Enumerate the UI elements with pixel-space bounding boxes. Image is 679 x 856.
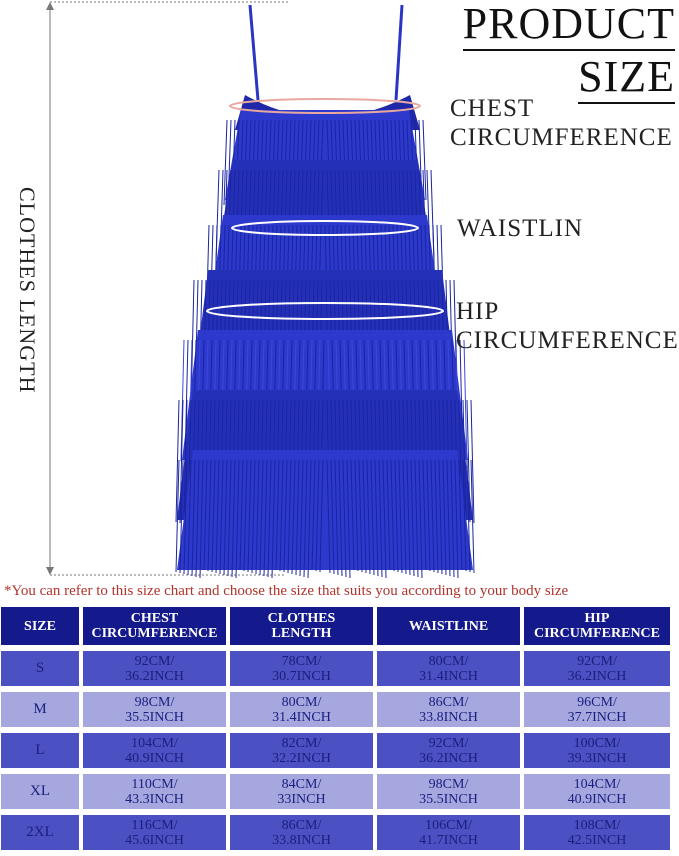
measure-value: 33.8INCH <box>272 832 331 848</box>
measure-value: 98CM/ <box>134 694 175 710</box>
measure-value: 36.2INCH <box>125 668 184 684</box>
measure-value: 31.4INCH <box>419 668 478 684</box>
measure-cell: 92CM/36.2INCH <box>524 651 670 686</box>
table-row: XL 110CM/43.3INCH 84CM/33INCH 98CM/35.5INCH… <box>1 774 670 809</box>
size-cell: XL <box>1 774 79 809</box>
measure-value: 43.3INCH <box>125 791 184 807</box>
measure-value: 36.2INCH <box>419 750 478 766</box>
measure-value: 104CM/ <box>131 735 178 751</box>
measure-cell: 116CM/45.6INCH <box>83 815 226 850</box>
table-row: L 104CM/40.9INCH 82CM/32.2INCH 92CM/36.2INC… <box>1 733 670 768</box>
measure-value: 110CM/ <box>131 776 178 792</box>
measure-value: 106CM/ <box>425 817 472 833</box>
table-header-row: SIZE CHEST CIRCUMFERENCE CLOTHES LENGTH WA… <box>1 607 670 645</box>
title-size: SIZE <box>578 55 675 104</box>
measure-cell: 78CM/30.7INCH <box>230 651 373 686</box>
measure-cell: 98CM/35.5INCH <box>377 774 520 809</box>
measure-value: 42.5INCH <box>567 832 627 848</box>
measure-value: 98CM/ <box>428 776 469 792</box>
measure-value: 37.7INCH <box>567 709 627 725</box>
measure-value: 35.5INCH <box>419 791 478 807</box>
hip-label: HIP CIRCUMFERENCE <box>456 298 679 354</box>
fringe-layers <box>175 110 475 579</box>
measure-value: 100CM/ <box>573 735 621 751</box>
fringe-layer <box>177 450 473 570</box>
measure-value: 92CM/ <box>134 653 175 669</box>
table-row: 2XL 116CM/45.6INCH 86CM/33.8INCH 106CM/41.7… <box>1 815 670 850</box>
measure-cell: 84CM/33INCH <box>230 774 373 809</box>
clothes-length-label: CLOTHES LENGTH <box>15 186 40 394</box>
measure-value: 82CM/ <box>281 735 322 751</box>
measure-value: 36.2INCH <box>567 668 627 684</box>
measure-value: 41.7INCH <box>419 832 478 848</box>
header-hip: HIP CIRCUMFERENCE <box>524 607 670 645</box>
measure-value: 80CM/ <box>281 694 322 710</box>
measure-cell: 96CM/37.7INCH <box>524 692 670 727</box>
fringe-dress-image <box>46 1 475 579</box>
measure-cell: 100CM/39.3INCH <box>524 733 670 768</box>
size-note: *You can refer to this size chart and ch… <box>4 583 569 599</box>
size-cell: M <box>1 692 79 727</box>
header-size: SIZE <box>1 607 79 645</box>
measure-value: 80CM/ <box>428 653 469 669</box>
measure-value: 33INCH <box>277 791 326 807</box>
measure-value: 104CM/ <box>573 776 621 792</box>
measure-value: 84CM/ <box>281 776 322 792</box>
measure-cell: 80CM/31.4INCH <box>377 651 520 686</box>
size-table: SIZE CHEST CIRCUMFERENCE CLOTHES LENGTH WA… <box>0 601 674 856</box>
measure-value: 96CM/ <box>577 694 617 710</box>
size-cell: L <box>1 733 79 768</box>
measure-value: 33.8INCH <box>419 709 478 725</box>
clothes-length-arrow <box>49 1 290 576</box>
measure-value: 92CM/ <box>577 653 617 669</box>
header-chest: CHEST CIRCUMFERENCE <box>83 607 226 645</box>
header-waist: WAISTLINE <box>377 607 520 645</box>
measure-value: 92CM/ <box>428 735 469 751</box>
size-cell: 2XL <box>1 815 79 850</box>
header-length: CLOTHES LENGTH <box>230 607 373 645</box>
measure-value: 31.4INCH <box>272 709 331 725</box>
measure-value: 40.9INCH <box>125 750 184 766</box>
measure-cell: 110CM/43.3INCH <box>83 774 226 809</box>
measure-value: 116CM/ <box>131 817 178 833</box>
measure-value: 40.9INCH <box>567 791 627 807</box>
table-row: S 92CM/36.2INCH 78CM/30.7INCH 80CM/31.4INCH… <box>1 651 670 686</box>
measure-value: 86CM/ <box>281 817 322 833</box>
measure-cell: 106CM/41.7INCH <box>377 815 520 850</box>
measure-cell: 108CM/42.5INCH <box>524 815 670 850</box>
waist-label: WAISTLIN <box>457 215 584 242</box>
measure-cell: 92CM/36.2INCH <box>83 651 226 686</box>
measure-value: 86CM/ <box>428 694 469 710</box>
measure-cell: 104CM/40.9INCH <box>524 774 670 809</box>
measure-rings <box>206 98 444 320</box>
measure-cell: 82CM/32.2INCH <box>230 733 373 768</box>
measure-cell: 98CM/35.5INCH <box>83 692 226 727</box>
measure-value: 108CM/ <box>573 817 621 833</box>
measure-cell: 92CM/36.2INCH <box>377 733 520 768</box>
size-cell: S <box>1 651 79 686</box>
measure-cell: 86CM/33.8INCH <box>230 815 373 850</box>
measure-value: 39.3INCH <box>567 750 627 766</box>
measure-value: 45.6INCH <box>125 832 184 848</box>
measure-value: 78CM/ <box>281 653 322 669</box>
measure-value: 30.7INCH <box>272 668 331 684</box>
measure-value: 32.2INCH <box>272 750 331 766</box>
table-row: M 98CM/35.5INCH 80CM/31.4INCH 86CM/33.8INCH… <box>1 692 670 727</box>
chest-label: CHEST CIRCUMFERENCE <box>450 95 673 151</box>
measure-value: 35.5INCH <box>125 709 184 725</box>
measure-cell: 80CM/31.4INCH <box>230 692 373 727</box>
title-product: PRODUCT <box>462 2 675 51</box>
measure-cell: 104CM/40.9INCH <box>83 733 226 768</box>
measure-cell: 86CM/33.8INCH <box>377 692 520 727</box>
